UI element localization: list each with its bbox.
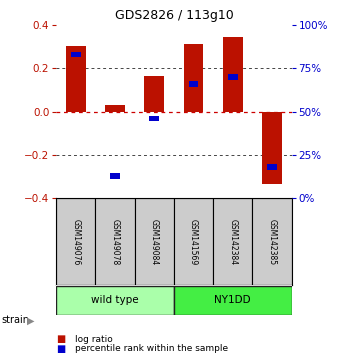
Text: GSM142384: GSM142384 bbox=[228, 219, 237, 265]
Bar bbox=[105, 105, 125, 112]
Text: log ratio: log ratio bbox=[75, 335, 113, 344]
Bar bbox=[149, 116, 159, 121]
Text: NY1DD: NY1DD bbox=[214, 295, 251, 305]
Bar bbox=[213, 199, 252, 285]
Text: GSM141569: GSM141569 bbox=[189, 219, 198, 265]
Text: wild type: wild type bbox=[91, 295, 139, 305]
Bar bbox=[267, 165, 277, 170]
Bar bbox=[223, 37, 242, 112]
Bar bbox=[66, 46, 86, 112]
Text: GSM149084: GSM149084 bbox=[150, 219, 159, 265]
Bar bbox=[135, 199, 174, 285]
Text: GSM149076: GSM149076 bbox=[71, 219, 80, 265]
Bar bbox=[228, 74, 238, 80]
Text: GSM149078: GSM149078 bbox=[110, 219, 120, 265]
Text: ■: ■ bbox=[56, 344, 65, 354]
Text: ▶: ▶ bbox=[27, 315, 34, 325]
Bar bbox=[110, 173, 120, 179]
Bar bbox=[252, 199, 292, 285]
Text: percentile rank within the sample: percentile rank within the sample bbox=[75, 344, 228, 353]
Bar bbox=[95, 199, 135, 285]
Bar bbox=[262, 112, 282, 184]
Bar bbox=[174, 199, 213, 285]
Text: strain: strain bbox=[2, 315, 30, 325]
Title: GDS2826 / 113g10: GDS2826 / 113g10 bbox=[115, 9, 233, 22]
Bar bbox=[71, 52, 81, 57]
Bar bbox=[174, 286, 292, 315]
Bar bbox=[189, 81, 198, 86]
Text: GSM142385: GSM142385 bbox=[267, 219, 277, 265]
Bar bbox=[56, 199, 95, 285]
Bar bbox=[145, 76, 164, 112]
Text: ■: ■ bbox=[56, 334, 65, 344]
Bar bbox=[184, 44, 203, 112]
Bar bbox=[56, 286, 174, 315]
